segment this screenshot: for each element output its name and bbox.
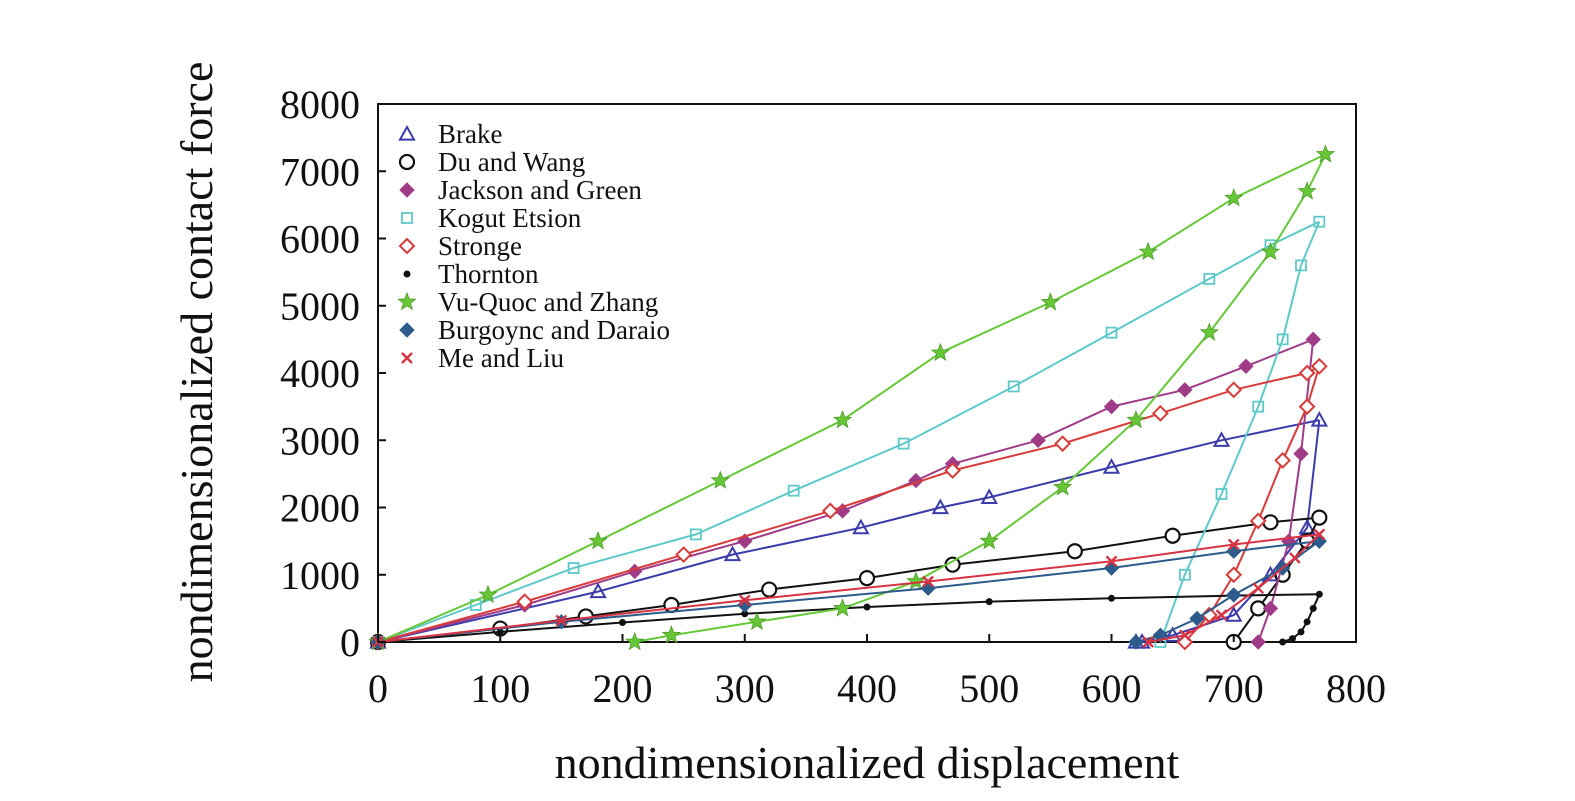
data-point-thornton bbox=[1297, 628, 1304, 635]
data-point-thornton bbox=[1108, 595, 1115, 602]
data-point-du-and-wang bbox=[762, 583, 776, 597]
data-point-thornton bbox=[986, 598, 993, 605]
contact-force-chart: 0 100 200 300 400 500 600 700 800 0 1000 2000 3000 4… bbox=[0, 0, 1575, 801]
legend-item-vu-quoc-and-zhang: Vu-Quoc and Zhang bbox=[398, 287, 658, 317]
legend-label-burgoync-and-daraio: Burgoync and Daraio bbox=[438, 315, 670, 345]
x-tick-label: 500 bbox=[959, 666, 1019, 711]
y-tick-label: 3000 bbox=[280, 418, 360, 463]
data-point-du-and-wang bbox=[1263, 515, 1277, 529]
legend-label-kogut-etsion: Kogut Etsion bbox=[438, 203, 582, 233]
y-axis-label: nondimensionalized contact force bbox=[171, 62, 222, 683]
y-tick-label: 1000 bbox=[280, 553, 360, 598]
y-tick-label: 6000 bbox=[280, 217, 360, 262]
y-tick-label: 5000 bbox=[280, 284, 360, 329]
legend-label-du-and-wang: Du and Wang bbox=[438, 147, 585, 177]
data-point-thornton bbox=[1316, 591, 1323, 598]
x-tick-label: 600 bbox=[1082, 666, 1142, 711]
y-tick-label: 8000 bbox=[280, 82, 360, 127]
y-tick-label: 7000 bbox=[280, 149, 360, 194]
y-tick-label: 4000 bbox=[280, 351, 360, 396]
x-tick-label: 200 bbox=[593, 666, 653, 711]
legend-label-vu-quoc-and-zhang: Vu-Quoc and Zhang bbox=[438, 287, 658, 317]
legend-label-brake: Brake bbox=[438, 119, 502, 149]
data-point-thornton bbox=[864, 604, 871, 611]
legend-label-jackson-and-green: Jackson and Green bbox=[438, 175, 642, 205]
data-point-thornton bbox=[1304, 618, 1311, 625]
legend-marker-thornton bbox=[404, 271, 411, 278]
x-tick-label: 400 bbox=[837, 666, 897, 711]
legend-marker-du-and-wang bbox=[400, 155, 414, 169]
x-tick-label: 800 bbox=[1326, 666, 1386, 711]
data-point-du-and-wang bbox=[1166, 529, 1180, 543]
x-tick-label: 0 bbox=[368, 666, 388, 711]
legend-label-stronge: Stronge bbox=[438, 231, 522, 261]
legend-item-burgoync-and-daraio: Burgoync and Daraio bbox=[400, 315, 670, 345]
data-point-thornton bbox=[1310, 605, 1317, 612]
data-point-du-and-wang bbox=[1312, 511, 1326, 525]
data-point-thornton bbox=[1289, 635, 1296, 642]
legend-label-me-and-liu: Me and Liu bbox=[438, 343, 564, 373]
data-point-du-and-wang bbox=[860, 571, 874, 585]
y-tick-label: 0 bbox=[340, 620, 360, 665]
data-point-thornton bbox=[1279, 639, 1286, 646]
legend-label-thornton: Thornton bbox=[438, 259, 539, 289]
data-point-du-and-wang bbox=[1068, 544, 1082, 558]
x-axis-label: nondimensionalized displacement bbox=[555, 737, 1180, 788]
y-tick-label: 2000 bbox=[280, 486, 360, 531]
data-point-thornton bbox=[619, 619, 626, 626]
x-tick-label: 100 bbox=[470, 666, 530, 711]
x-tick-label: 700 bbox=[1204, 666, 1264, 711]
y-axis-ticks: 0 1000 2000 3000 4000 5000 6000 7000 8000 bbox=[280, 82, 386, 665]
x-tick-label: 300 bbox=[715, 666, 775, 711]
